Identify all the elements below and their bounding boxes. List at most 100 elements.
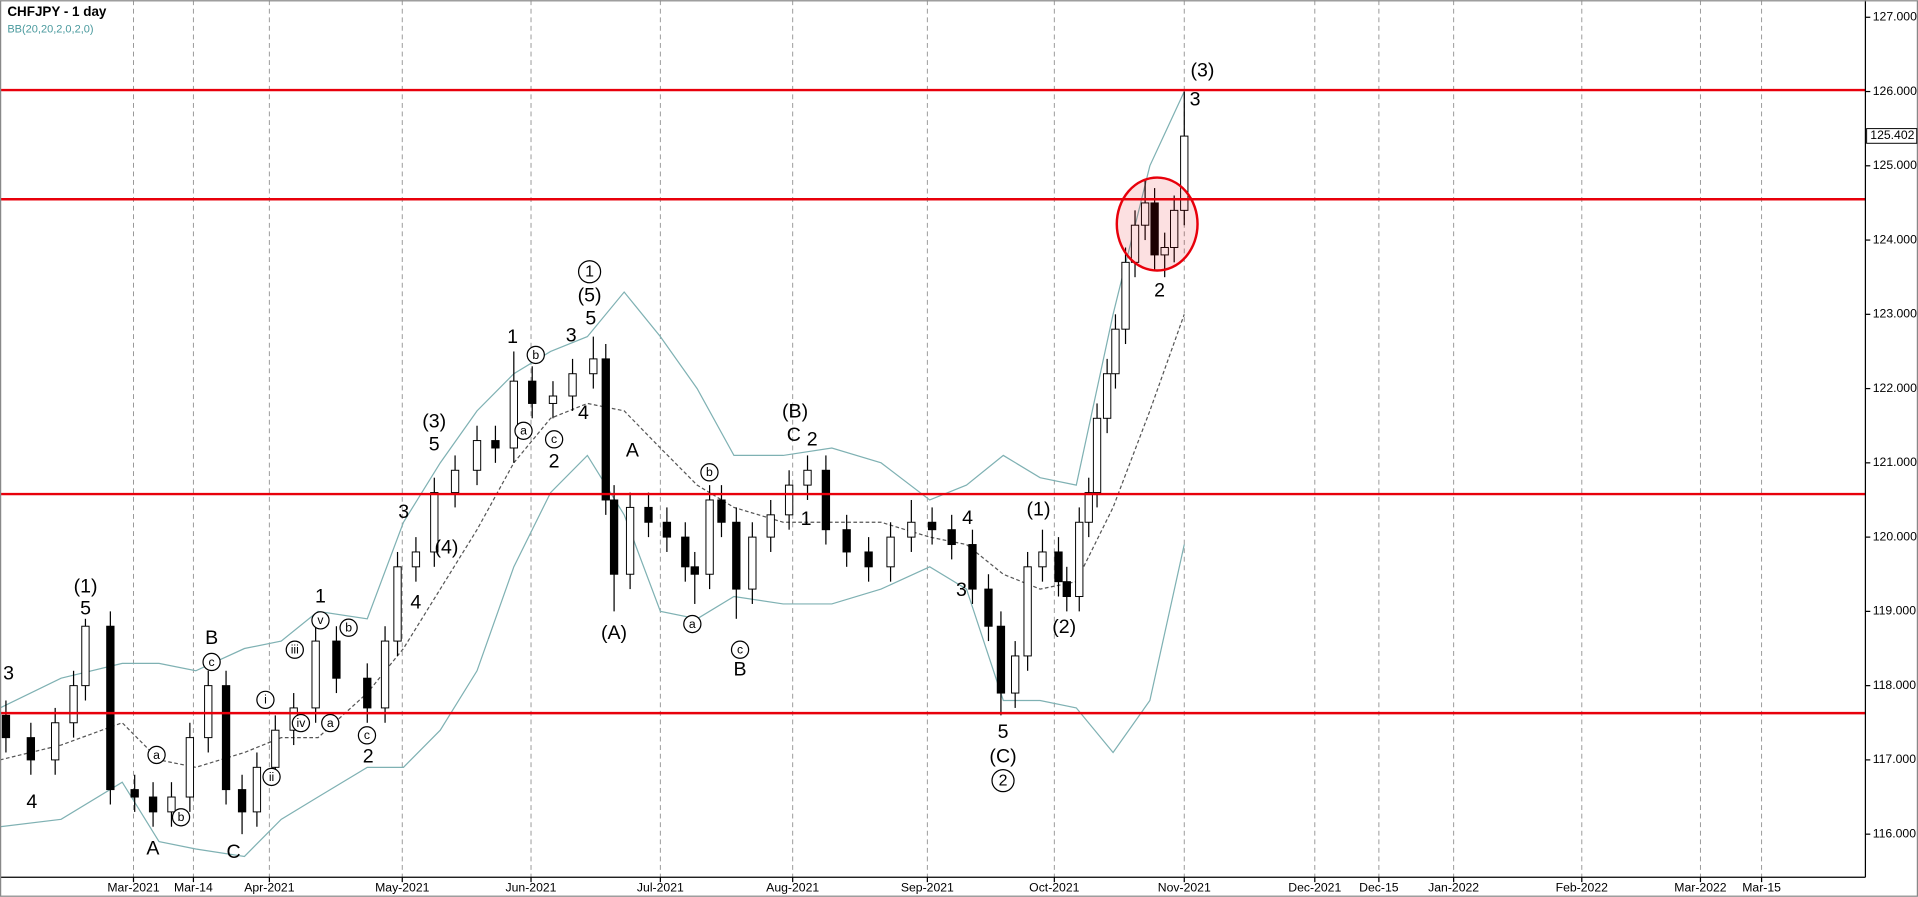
annotation: ii — [269, 770, 274, 784]
annotation-circle — [311, 611, 330, 630]
annotation: a — [327, 716, 334, 730]
candle-body — [252, 766, 262, 813]
annotation-circle — [256, 690, 275, 710]
annotation-circle — [577, 260, 602, 284]
annotation: B — [734, 659, 747, 681]
candle-body — [625, 506, 635, 575]
annotation: C — [227, 841, 241, 863]
annotation-circle — [991, 768, 1015, 793]
chart-title: CHFJPY - 1 day — [7, 4, 107, 19]
x-tick-label: Oct-2021 — [1029, 880, 1079, 894]
y-tick-label: 122.000 — [1873, 381, 1917, 395]
candle-body — [1054, 551, 1063, 583]
x-tick-label: Dec-15 — [1359, 880, 1399, 894]
x-tick-label: Jun-2021 — [506, 880, 557, 894]
annotation: (1) — [1027, 498, 1051, 520]
candle-body — [430, 492, 439, 553]
candle-body — [1084, 492, 1093, 523]
candle-body — [1102, 373, 1112, 419]
annotation-circle — [202, 652, 221, 672]
candle-body — [766, 514, 775, 538]
candle-body — [1160, 246, 1169, 256]
annotation-circle — [147, 745, 166, 765]
candle-body — [1023, 566, 1032, 657]
candle-body — [26, 737, 36, 761]
annotation: 4 — [578, 402, 589, 424]
candle-body — [705, 499, 714, 575]
candle-body — [411, 551, 421, 568]
levels — [0, 88, 1866, 715]
candle-body — [548, 395, 558, 404]
candle-body — [148, 796, 158, 813]
candle-body — [947, 529, 956, 546]
chart-subtitle: BB(20,20,2,0,2,0) — [7, 23, 93, 35]
candle-body — [69, 685, 78, 724]
candle-body — [380, 640, 390, 709]
candle-body — [996, 625, 1006, 694]
candle-body — [907, 521, 916, 538]
annotation: 4 — [26, 791, 37, 813]
annotation-circle — [700, 463, 719, 482]
annotation: 3 — [956, 579, 967, 601]
candle-body — [1092, 417, 1102, 494]
candle-body — [472, 440, 482, 471]
candle-body — [927, 521, 937, 531]
x-tick-label: Apr-2021 — [244, 880, 294, 894]
annotation: 4 — [410, 591, 421, 613]
annotation: a — [689, 617, 696, 631]
candle-body — [51, 722, 60, 761]
annotation-circle — [683, 614, 702, 634]
candle-body — [509, 380, 518, 449]
candle-body — [332, 640, 341, 679]
candle-body — [803, 469, 812, 486]
x-tick-label: Feb-2022 — [1556, 880, 1609, 894]
candle-body — [221, 685, 231, 791]
annotation-circle — [339, 618, 358, 637]
candle-body — [1038, 551, 1047, 568]
candle-body — [662, 521, 672, 538]
candle-body — [732, 521, 741, 590]
annotation: 1 — [507, 326, 518, 348]
y-tick-label: 123.000 — [1873, 307, 1917, 321]
annotation: i — [264, 693, 267, 707]
last-price-label: 125.402 — [1870, 128, 1914, 142]
annotation-circle — [321, 713, 340, 733]
annotation: 2 — [363, 746, 374, 768]
annotation: 1 — [801, 508, 812, 530]
x-tick-label: Mar-15 — [1742, 880, 1781, 894]
annotation: (3) — [1190, 59, 1214, 81]
candle-body — [167, 796, 176, 813]
x-tick-label: Jul-2021 — [637, 880, 684, 894]
candle-body — [1062, 581, 1071, 598]
annotation: a — [153, 748, 160, 762]
annotation: v — [317, 613, 324, 627]
annotation-circle — [526, 345, 545, 365]
candle-body — [589, 358, 598, 375]
y-tick-label: 119.000 — [1873, 604, 1916, 618]
axis-labels: Mar-2021 Mar-14 Apr-2021 May-2021 Jun-2021 Ju… — [107, 10, 1918, 894]
candle-body — [601, 358, 610, 501]
annotation: 2 — [807, 429, 818, 451]
candle-body — [842, 529, 851, 553]
candle-body — [690, 566, 699, 575]
candle-body — [363, 677, 372, 709]
annotation: 3 — [398, 501, 409, 523]
candle-body — [1075, 521, 1084, 598]
candle-body — [1111, 328, 1120, 375]
annotation: a — [520, 424, 527, 438]
candle-body — [1150, 202, 1159, 256]
highlight-circle — [1115, 176, 1199, 272]
annotation-circle — [730, 640, 750, 659]
annotation: (A) — [601, 622, 627, 644]
annotation: A — [146, 837, 160, 859]
candle-body — [968, 544, 977, 590]
candle-body — [644, 506, 653, 523]
candle-body — [821, 469, 831, 531]
y-tick-label: 117.000 — [1873, 752, 1916, 766]
annotation-circle — [291, 713, 311, 733]
x-tick-label: May-2021 — [375, 880, 430, 894]
x-tick-label: Mar-2021 — [107, 880, 159, 894]
candle-body — [204, 685, 213, 739]
candle-body — [1011, 655, 1020, 694]
